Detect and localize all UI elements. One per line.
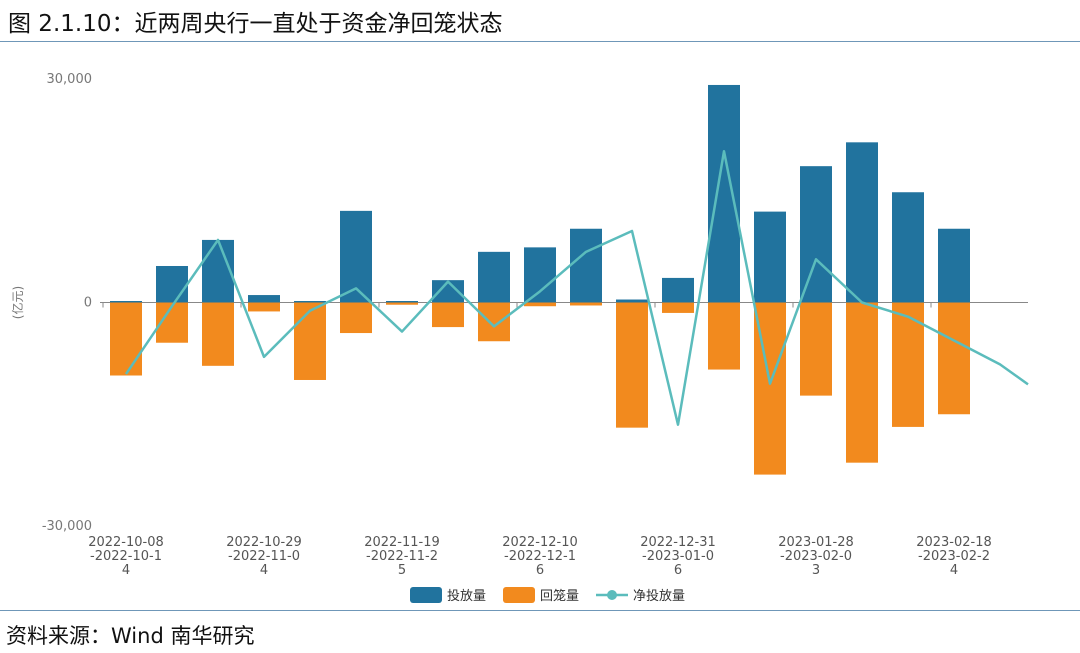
title-rule [0,41,1080,42]
bar-injection [846,142,878,303]
bar-withdrawal [570,302,602,306]
legend-swatch [503,587,535,603]
bar-withdrawal [386,302,418,305]
bar-withdrawal [340,302,372,334]
bar-injection [524,247,556,303]
legend-swatch [410,587,442,603]
x-tick-label: -2023-02-0 [780,549,852,564]
tick-labels: 30,0000-30,000(亿元)2022-10-08-2022-10-142… [10,72,992,578]
bar-injection [248,295,280,303]
x-tick-label: 2022-12-31 [640,535,716,550]
x-tick-label: -2023-01-0 [642,549,714,564]
bar-withdrawal [478,302,510,342]
x-tick-label: 4 [260,563,268,578]
x-tick-label: 2022-11-19 [364,535,440,550]
source-note: 资料来源：Wind 南华研究 [6,624,255,648]
bar-withdrawal [846,302,878,463]
legend-label: 投放量 [447,588,486,604]
x-tick-label: -2022-11-0 [228,549,300,564]
bar-withdrawal [202,302,234,366]
x-tick-label: 6 [674,563,682,578]
legend-label: 净投放量 [633,588,685,604]
figure-title: 图 2.1.10：近两周央行一直处于资金净回笼状态 [8,11,503,37]
bar-injection [386,301,418,303]
bar-withdrawal [294,302,326,380]
legend-item[interactable]: 净投放量 [596,588,685,604]
bar-withdrawal [616,302,648,428]
legend-item[interactable]: 投放量 [410,587,486,604]
y-tick-label: 0 [84,296,92,311]
bar-injection [616,299,648,303]
bar-injection [892,192,924,303]
bar-injection [110,301,142,303]
bar-injection [938,228,970,303]
y-axis-label: (亿元) [10,286,25,319]
x-tick-label: 2022-10-08 [88,535,164,550]
bar-injection [294,301,326,303]
chart: 30,0000-30,000(亿元)2022-10-08-2022-10-142… [10,72,1029,604]
x-tick-label: 5 [398,563,406,578]
bar-withdrawal [524,302,556,307]
footer-rule [0,610,1080,611]
x-tick-label: 2022-12-10 [502,535,578,550]
legend-swatch-marker [607,590,617,600]
legend-item[interactable]: 回笼量 [503,587,579,604]
y-tick-label: -30,000 [42,519,92,534]
x-tick-label: -2022-12-1 [504,549,576,564]
bar-withdrawal [938,302,970,415]
legend[interactable]: 投放量 回笼量 净投放量 [410,587,685,604]
x-tick-label: 4 [122,563,130,578]
axes [100,302,1028,308]
bar-injection [754,211,786,303]
bar-withdrawal [662,302,694,313]
bar-injection [478,251,510,303]
x-tick-label: 2023-01-28 [778,535,854,550]
net-line [124,150,1029,426]
bar-injection [708,84,740,303]
x-tick-label: 2023-02-18 [916,535,992,550]
bar-withdrawal [800,302,832,396]
x-tick-label: 2022-10-29 [226,535,302,550]
bar-injection [800,166,832,303]
bar-withdrawal [708,302,740,370]
bar-injection [156,265,188,303]
x-tick-label: 3 [812,563,820,578]
x-tick-label: 4 [950,563,958,578]
x-tick-label: 6 [536,563,544,578]
bar-injection [662,277,694,303]
bars [110,84,970,475]
bar-injection [202,239,234,303]
x-tick-label: -2022-11-2 [366,549,438,564]
bar-injection [432,280,464,303]
x-tick-label: -2022-10-1 [90,549,162,564]
bar-withdrawal [248,302,280,312]
bar-injection [570,228,602,303]
legend-label: 回笼量 [540,588,579,604]
y-tick-label: 30,000 [47,72,93,87]
bar-withdrawal [432,302,464,328]
bar-withdrawal [110,302,142,376]
x-tick-label: -2023-02-2 [918,549,990,564]
